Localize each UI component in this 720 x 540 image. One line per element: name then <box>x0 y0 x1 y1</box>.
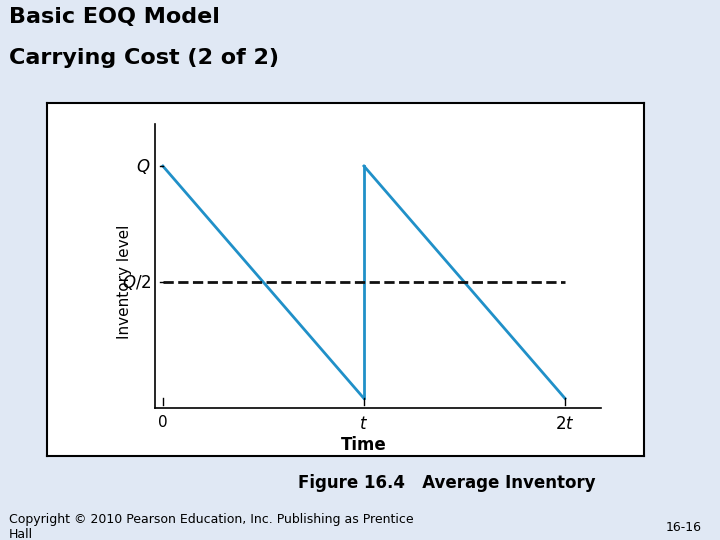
Text: 0: 0 <box>158 415 168 430</box>
Text: $t$: $t$ <box>359 415 369 433</box>
Text: Basic EOQ Model: Basic EOQ Model <box>9 7 220 27</box>
Text: Figure 16.4   Average Inventory: Figure 16.4 Average Inventory <box>297 474 595 492</box>
Text: Copyright © 2010 Pearson Education, Inc. Publishing as Prentice
Hall: Copyright © 2010 Pearson Education, Inc.… <box>9 513 413 540</box>
Text: Time: Time <box>341 436 387 454</box>
Text: $2t$: $2t$ <box>555 415 575 433</box>
Text: 16-16: 16-16 <box>666 521 702 534</box>
Text: $Q/2$: $Q/2$ <box>122 273 150 292</box>
Text: Carrying Cost (2 of 2): Carrying Cost (2 of 2) <box>9 48 279 68</box>
Text: Inventory level: Inventory level <box>117 225 132 340</box>
Text: $Q$: $Q$ <box>136 157 150 176</box>
